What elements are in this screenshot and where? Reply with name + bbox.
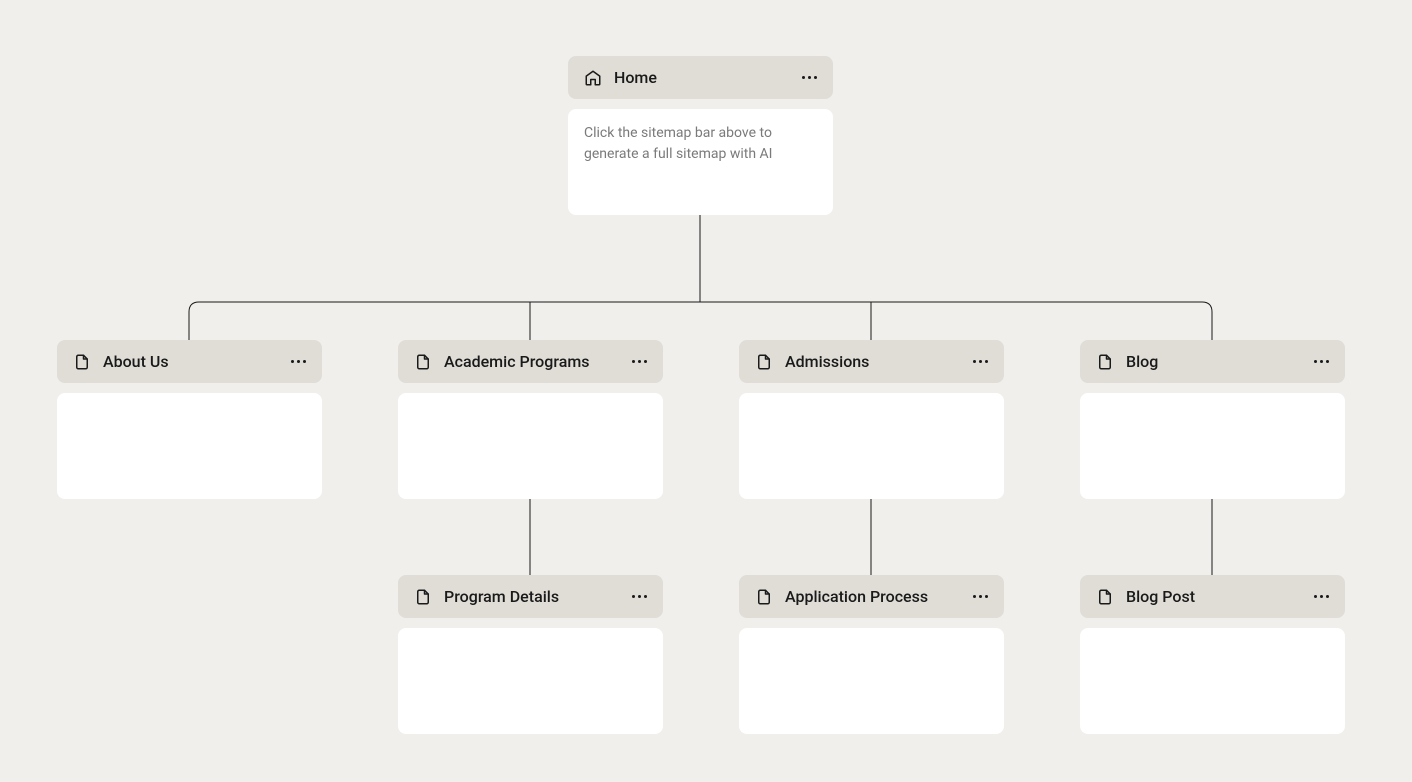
more-icon[interactable] xyxy=(802,76,817,79)
node-title: Blog Post xyxy=(1126,587,1195,606)
more-icon[interactable] xyxy=(291,360,306,363)
page-icon xyxy=(755,588,773,606)
page-icon xyxy=(755,353,773,371)
sitemap-node-program-details[interactable]: Program Details xyxy=(398,575,663,618)
sitemap-node-blog-post[interactable]: Blog Post xyxy=(1080,575,1345,618)
sitemap-node-application-process-body[interactable] xyxy=(739,628,1004,734)
sitemap-node-about-us-body[interactable] xyxy=(57,393,322,499)
more-icon[interactable] xyxy=(1314,595,1329,598)
node-title: Academic Programs xyxy=(444,352,590,371)
sitemap-node-admissions[interactable]: Admissions xyxy=(739,340,1004,383)
more-icon[interactable] xyxy=(973,595,988,598)
page-icon xyxy=(73,353,91,371)
sitemap-node-program-details-body[interactable] xyxy=(398,628,663,734)
page-icon xyxy=(1096,588,1114,606)
more-icon[interactable] xyxy=(632,595,647,598)
sitemap-node-admissions-body[interactable] xyxy=(739,393,1004,499)
page-icon xyxy=(414,588,432,606)
node-title: Application Process xyxy=(785,587,928,606)
more-icon[interactable] xyxy=(973,360,988,363)
sitemap-node-application-process[interactable]: Application Process xyxy=(739,575,1004,618)
node-title: Program Details xyxy=(444,587,559,606)
node-title: About Us xyxy=(103,352,169,371)
node-body-text: Click the sitemap bar above to generate … xyxy=(584,123,817,165)
more-icon[interactable] xyxy=(632,360,647,363)
sitemap-node-blog-body[interactable] xyxy=(1080,393,1345,499)
sitemap-node-about-us[interactable]: About Us xyxy=(57,340,322,383)
sitemap-node-home-body[interactable]: Click the sitemap bar above to generate … xyxy=(568,109,833,215)
more-icon[interactable] xyxy=(1314,360,1329,363)
sitemap-node-blog[interactable]: Blog xyxy=(1080,340,1345,383)
page-icon xyxy=(414,353,432,371)
sitemap-node-academic-programs[interactable]: Academic Programs xyxy=(398,340,663,383)
home-icon xyxy=(584,69,602,87)
sitemap-node-academic-programs-body[interactable] xyxy=(398,393,663,499)
sitemap-node-blog-post-body[interactable] xyxy=(1080,628,1345,734)
node-title: Admissions xyxy=(785,352,869,371)
sitemap-node-home[interactable]: Home xyxy=(568,56,833,99)
node-title: Blog xyxy=(1126,352,1158,371)
node-title: Home xyxy=(614,68,657,87)
page-icon xyxy=(1096,353,1114,371)
